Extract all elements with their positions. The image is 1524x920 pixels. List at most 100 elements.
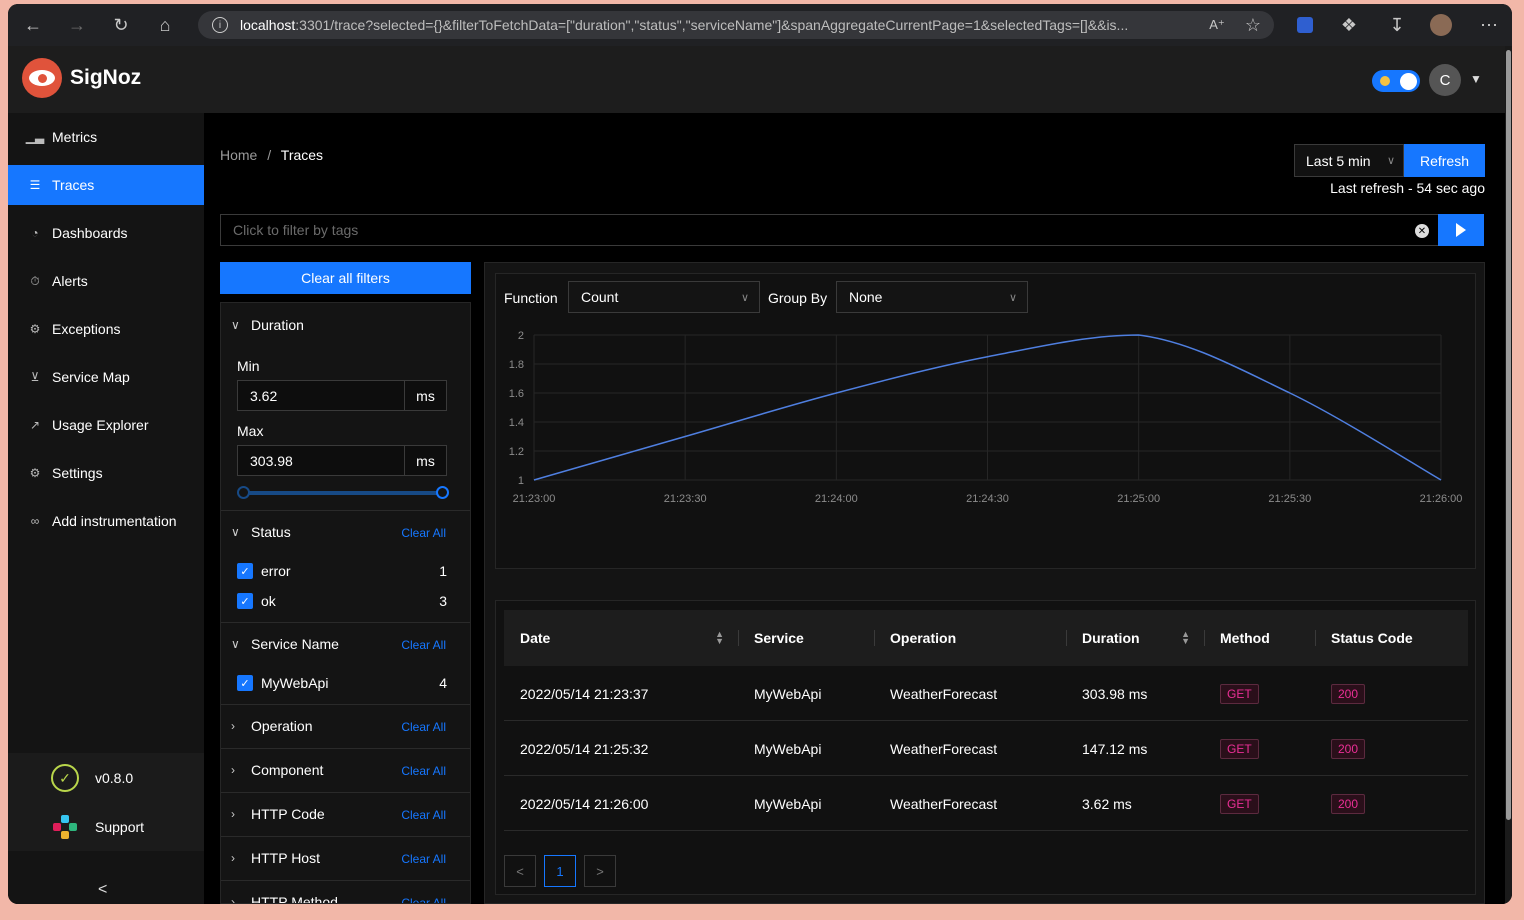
option-count: 3 <box>439 593 447 609</box>
list-icon: ☰ <box>29 178 41 192</box>
reload-icon[interactable]: ↻ <box>113 14 129 35</box>
component-clear-all[interactable]: Clear All <box>401 764 446 778</box>
table-row[interactable]: 2022/05/14 21:23:37 MyWebApi WeatherFore… <box>504 666 1468 721</box>
http-code-clear-all[interactable]: Clear All <box>401 808 446 822</box>
cell-duration: 3.62 ms <box>1082 795 1132 812</box>
theme-toggle[interactable] <box>1372 70 1420 92</box>
column-label: Operation <box>890 630 957 646</box>
status-header[interactable]: ∨ Status <box>231 524 291 540</box>
component-header[interactable]: › Component <box>231 762 323 778</box>
service-name-clear-all[interactable]: Clear All <box>401 638 446 652</box>
sidebar-item-dashboards[interactable]: ◔ Dashboards <box>8 213 204 253</box>
sidebar-item-metrics[interactable]: ▁▃ Metrics <box>8 117 204 157</box>
table-row[interactable]: 2022/05/14 21:25:32 MyWebApi WeatherFore… <box>504 721 1468 776</box>
min-duration-input[interactable]: 3.62 ms <box>237 380 447 411</box>
avatar[interactable]: C <box>1429 64 1461 96</box>
sidebar-item-add-instrumentation[interactable]: ∞ Add instrumentation <box>8 501 204 541</box>
forward-icon[interactable]: → <box>68 14 86 35</box>
cell-operation: WeatherForecast <box>890 795 998 812</box>
column-duration[interactable]: Duration ▲ ▼ <box>1066 610 1204 666</box>
time-range-select[interactable]: Last 5 min ∨ <box>1294 144 1404 177</box>
scrollbar-thumb[interactable] <box>1506 50 1511 820</box>
http-method-clear-all[interactable]: Clear All <box>401 896 446 904</box>
operation-header[interactable]: › Operation <box>231 718 312 734</box>
profile-icon[interactable] <box>1428 12 1454 38</box>
unit-label: ms <box>404 446 446 475</box>
sidebar-item-label: Service Map <box>52 369 130 385</box>
app-header: SigNoz C ▼ <box>8 46 1505 113</box>
sidebar-item-service-map[interactable]: ⊻ Service Map <box>8 357 204 397</box>
service-name-header[interactable]: ∨ Service Name <box>231 636 339 652</box>
http-host-clear-all[interactable]: Clear All <box>401 852 446 866</box>
min-label: Min <box>237 358 260 374</box>
tag-filter-input[interactable]: Click to filter by tags ✕ <box>220 214 1439 246</box>
function-select[interactable]: Count ∨ <box>568 281 760 313</box>
sort-icon[interactable]: ▲ ▼ <box>1181 629 1190 646</box>
service-option-mywebapi[interactable]: ✓ MyWebApi 4 <box>237 675 447 691</box>
slider-max-handle[interactable] <box>436 486 449 499</box>
http-code-header[interactable]: › HTTP Code <box>231 806 325 822</box>
column-date[interactable]: Date ▲ ▼ <box>504 610 738 666</box>
operation-filter[interactable]: › Operation Clear All <box>221 705 470 749</box>
signoz-logo[interactable]: SigNoz <box>22 58 141 98</box>
http-host-filter[interactable]: › HTTP Host Clear All <box>221 837 470 881</box>
download-icon[interactable]: ↧ <box>1389 14 1405 35</box>
breadcrumb-current: Traces <box>280 147 324 163</box>
sidebar-item-label: Settings <box>52 465 103 481</box>
component-filter[interactable]: › Component Clear All <box>221 749 470 793</box>
breadcrumb-home[interactable]: Home <box>220 147 258 163</box>
collapse-sidebar-icon[interactable]: < <box>98 881 108 898</box>
duration-header[interactable]: ∨ Duration <box>231 317 304 333</box>
slider-min-handle[interactable] <box>237 486 250 499</box>
status-option-ok[interactable]: ✓ ok 3 <box>237 593 447 609</box>
run-filter-button[interactable] <box>1438 214 1484 246</box>
puzzle-icon[interactable]: ❖ <box>1340 14 1358 35</box>
sidebar-item-alerts[interactable]: ⏱ Alerts <box>8 261 204 301</box>
http-method-filter[interactable]: › HTTP Method Clear All <box>221 881 470 904</box>
group-by-select[interactable]: None ∨ <box>836 281 1028 313</box>
http-host-header[interactable]: › HTTP Host <box>231 850 320 866</box>
home-icon[interactable]: ⌂ <box>159 14 171 35</box>
favorite-icon[interactable]: ☆ <box>1244 14 1262 35</box>
max-duration-input[interactable]: 303.98 ms <box>237 445 447 476</box>
column-status-code: Status Code <box>1315 610 1468 666</box>
sort-icon[interactable]: ▲ ▼ <box>715 629 724 646</box>
cell-status-code: 200 <box>1315 776 1366 831</box>
operation-clear-all[interactable]: Clear All <box>401 720 446 734</box>
sidebar-item-traces[interactable]: ☰ Traces <box>8 165 204 205</box>
status-option-error[interactable]: ✓ error 1 <box>237 563 447 579</box>
trace-count-chart: 1 1.2 1.4 1.6 1.8 2 21:23:00 21:23:30 21:24:00 21… <box>509 330 1463 505</box>
chevron-right-icon: › <box>231 895 235 904</box>
checkbox-checked-icon[interactable]: ✓ <box>237 563 253 579</box>
cell-status-code: 200 <box>1315 666 1366 721</box>
column-label: Status Code <box>1331 630 1413 646</box>
back-icon[interactable]: ← <box>24 14 42 35</box>
sidebar-item-usage-explorer[interactable]: ↗ Usage Explorer <box>8 405 204 445</box>
next-page-button[interactable]: > <box>584 855 616 887</box>
checkbox-checked-icon[interactable]: ✓ <box>237 593 253 609</box>
sidebar-item-exceptions[interactable]: ⚙ Exceptions <box>8 309 204 349</box>
prev-page-button[interactable]: < <box>504 855 536 887</box>
read-aloud-icon[interactable]: A⁺ <box>1209 17 1225 32</box>
http-method-header[interactable]: › HTTP Method <box>231 894 338 904</box>
sidebar: ▁▃ Metrics ☰ Traces ◔ Dashboards ⏱ Alerts ⚙ E… <box>8 113 204 904</box>
http-code-filter[interactable]: › HTTP Code Clear All <box>221 793 470 837</box>
sidebar-item-settings[interactable]: ⚙ Settings <box>8 453 204 493</box>
caret-down-icon[interactable]: ▼ <box>1470 72 1482 86</box>
refresh-button[interactable]: Refresh <box>1404 144 1485 177</box>
page-1-button[interactable]: 1 <box>544 855 576 887</box>
support-link[interactable]: Support <box>8 803 204 851</box>
cell-operation: WeatherForecast <box>890 685 998 702</box>
clear-icon[interactable]: ✕ <box>1415 224 1429 238</box>
version-indicator[interactable]: ✓ v0.8.0 <box>8 753 204 803</box>
checkbox-checked-icon[interactable]: ✓ <box>237 675 253 691</box>
clear-all-filters-button[interactable]: Clear all filters <box>220 262 471 294</box>
table-row[interactable]: 2022/05/14 21:26:00 MyWebApi WeatherFore… <box>504 776 1468 831</box>
more-icon[interactable]: ⋯ <box>1480 14 1498 35</box>
extension-icon[interactable] <box>1292 12 1318 38</box>
address-bar[interactable]: i localhost:3301/trace?selected={}&filte… <box>198 11 1274 39</box>
status-clear-all[interactable]: Clear All <box>401 526 446 540</box>
info-icon[interactable]: i <box>212 17 228 33</box>
dashboard-icon: ◔ <box>31 226 39 240</box>
duration-slider[interactable] <box>237 486 449 499</box>
